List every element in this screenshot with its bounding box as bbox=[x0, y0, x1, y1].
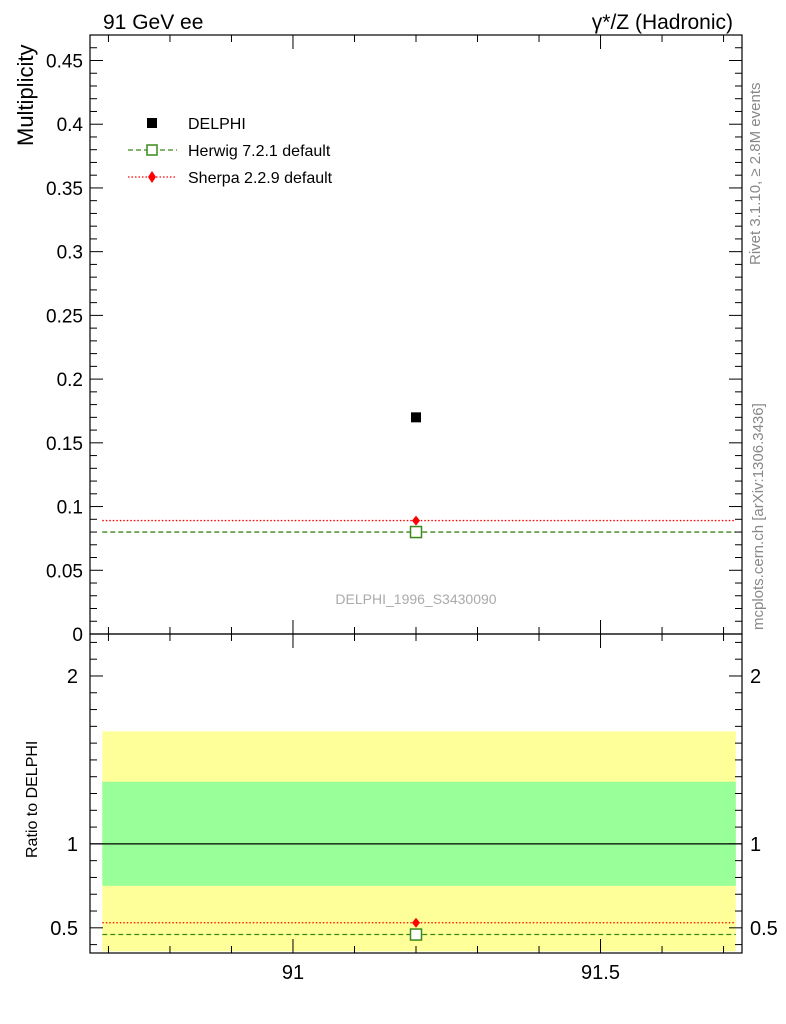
main-ytick-label: 0.3 bbox=[57, 243, 83, 264]
main-ytick-label: 0.35 bbox=[46, 179, 83, 200]
herwig-point bbox=[409, 525, 423, 539]
main-ytick-label: 0.1 bbox=[57, 498, 83, 519]
legend-sherpa-marker bbox=[148, 171, 156, 183]
main-ytick-label: 0.15 bbox=[46, 434, 83, 455]
ratio-xtick-label: 91 bbox=[282, 962, 304, 984]
ratio-ytick-label-left: 1 bbox=[67, 834, 78, 856]
mcplots-label: mcplots.cern.ch [arXiv:1306.3436] bbox=[750, 403, 767, 630]
legend-herwig-marker bbox=[146, 144, 158, 156]
legend-delphi-marker bbox=[147, 118, 157, 128]
ratio-uncertainty-bands bbox=[90, 731, 742, 952]
main-ytick-label: 0.25 bbox=[46, 306, 83, 327]
ratio-band-inner bbox=[102, 781, 736, 886]
sherpa-point bbox=[412, 515, 420, 526]
legend-herwig-label: Herwig 7.2.1 default bbox=[188, 143, 331, 160]
ratio-ytick-label-right: 2 bbox=[750, 666, 761, 688]
rivet-label: Rivet 3.1.10, ≥ 2.8M events bbox=[747, 83, 764, 266]
ratio-panel bbox=[102, 917, 736, 941]
main-ytick-label: 0 bbox=[72, 625, 83, 646]
ratio-herwig-point bbox=[409, 928, 423, 941]
legend-sherpa-label: Sherpa 2.2.9 default bbox=[188, 170, 333, 187]
ratio-xtick-label: 91.5 bbox=[581, 962, 620, 984]
main-ytick-label: 0.4 bbox=[57, 115, 84, 136]
axes: 0 0.05 0.1 0.15 0.2 0.25 0.3 0.35 0.4 0.45 91 91.5 0… bbox=[46, 34, 778, 984]
main-ytick-label: 0.45 bbox=[46, 51, 83, 72]
ratio-ytick-label-right: 0.5 bbox=[750, 918, 778, 940]
legend: DELPHI Herwig 7.2.1 default Sherpa 2.2.9… bbox=[128, 116, 333, 187]
ratio-ytick-label-right: 1 bbox=[750, 834, 761, 856]
ratio-sherpa-point bbox=[412, 917, 420, 928]
ratio-ytick-label-left: 2 bbox=[67, 666, 78, 688]
main-ylabel: Multiplicity bbox=[13, 45, 38, 146]
chart-title-left: 91 GeV ee bbox=[103, 11, 203, 34]
ratio-ytick-label-left: 0.5 bbox=[50, 918, 78, 940]
legend-delphi-label: DELPHI bbox=[188, 116, 246, 133]
ratio-ylabel: Ratio to DELPHI bbox=[24, 741, 41, 858]
main-panel bbox=[102, 412, 736, 539]
main-ytick-label: 0.2 bbox=[57, 370, 83, 391]
main-ytick-label: 0.05 bbox=[46, 561, 83, 582]
chart-title-right: γ*/Z (Hadronic) bbox=[592, 11, 733, 34]
delphi-point bbox=[411, 412, 421, 423]
analysis-watermark: DELPHI_1996_S3430090 bbox=[335, 591, 496, 607]
